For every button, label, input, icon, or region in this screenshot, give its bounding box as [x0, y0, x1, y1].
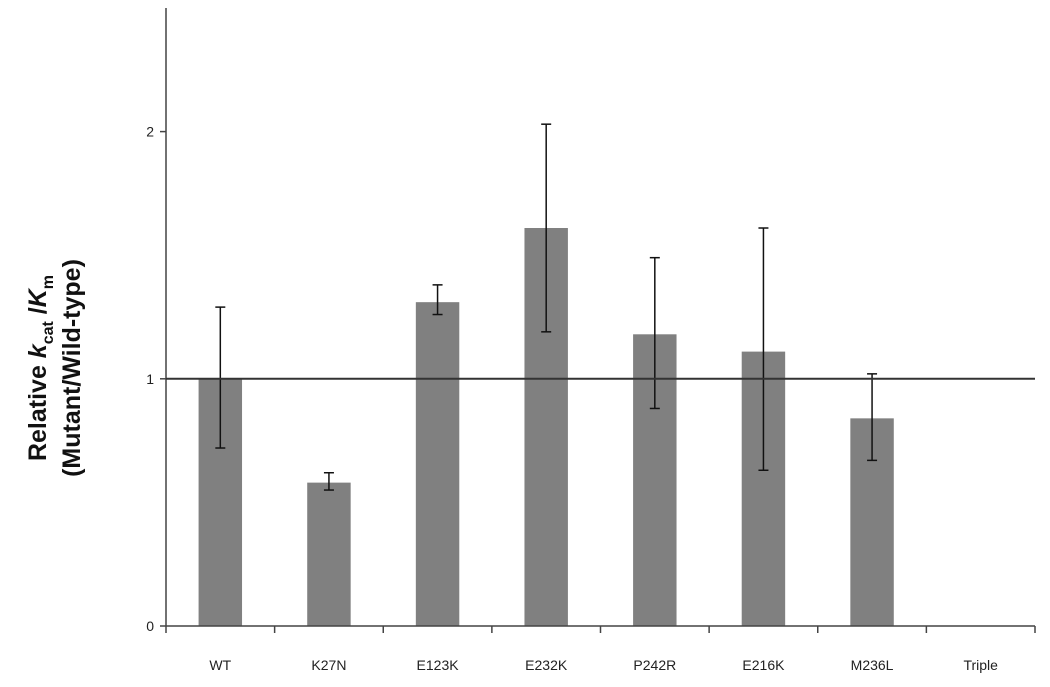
x-tick-label-m236l: M236L [851, 657, 894, 673]
x-tick-label-wt: WT [209, 657, 231, 673]
y-tick-label: 1 [146, 371, 154, 387]
x-tick-label-k27n: K27N [311, 657, 346, 673]
bar-e123k [415, 302, 460, 626]
x-tick-label-p242r: P242R [633, 657, 676, 673]
x-tick-label-e123k: E123K [417, 657, 460, 673]
y-axis-title-line2: (Mutant/Wild-type) [58, 259, 86, 477]
y-tick-label: 2 [146, 124, 154, 140]
x-tick-label-triple: Triple [963, 657, 998, 673]
y-tick-label: 0 [146, 618, 154, 634]
y-axis-title: Relative kcat /Km (Mutant/Wild-type) [24, 259, 86, 477]
bar-k27n [307, 482, 351, 626]
y-axis-title-line1: Relative kcat /Km [24, 275, 57, 461]
plot-area: 0 1 2 WT K27N E123K E232K P242R E216K M236L Triple [146, 8, 1036, 673]
x-tick-label-e216k: E216K [742, 657, 785, 673]
x-tick-label-e232k: E232K [525, 657, 568, 673]
